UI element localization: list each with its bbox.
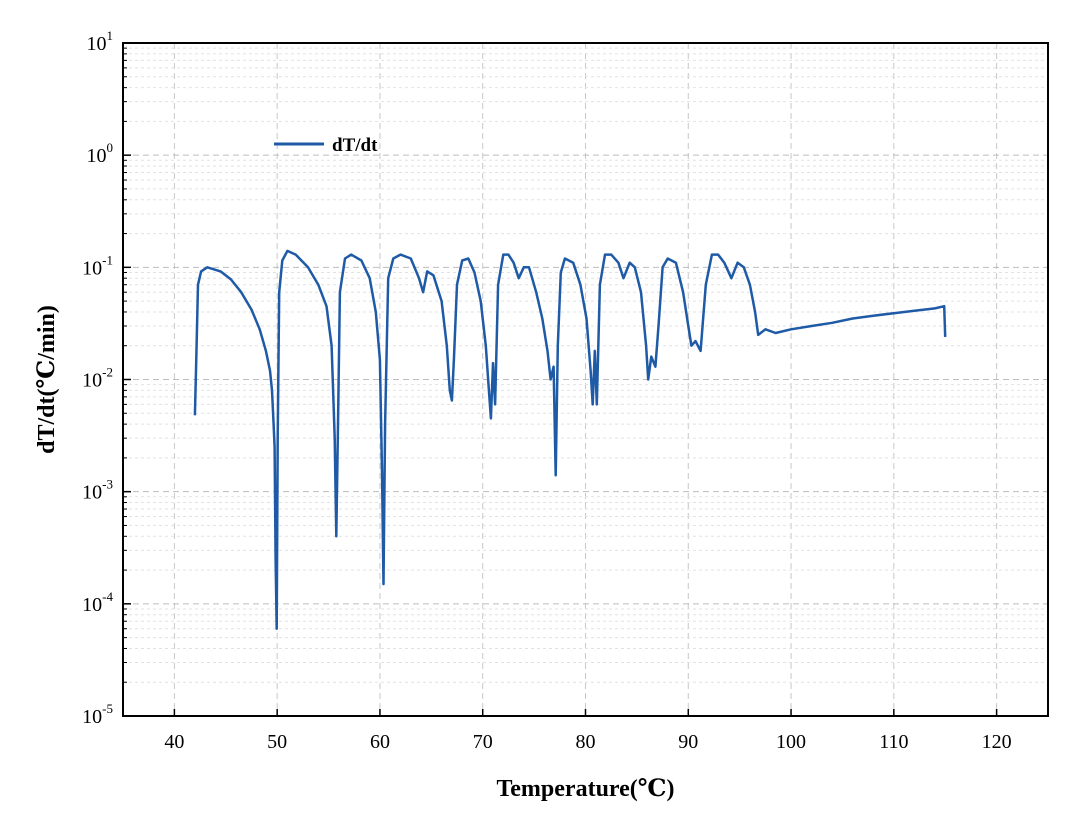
y-tick-label: 100 (87, 140, 114, 167)
x-tick-label: 120 (982, 731, 1012, 753)
y-tick-label: 10-3 (82, 477, 113, 504)
series-layer (193, 249, 947, 630)
grid (123, 43, 1048, 716)
x-tick-label: 100 (776, 731, 806, 753)
legend: dT/dt (274, 135, 378, 156)
x-tick-label: 70 (473, 731, 493, 753)
y-tick-label: 10-4 (82, 589, 113, 616)
y-tick-label: 101 (87, 28, 114, 55)
y-tick-label: 10-2 (82, 365, 113, 392)
x-tick-label: 40 (164, 731, 184, 753)
x-tick-label: 60 (370, 731, 390, 753)
x-tick-label: 90 (678, 731, 698, 753)
x-tick-label: 80 (576, 731, 596, 753)
series-line-0 (193, 249, 947, 630)
y-tick-label: 10-5 (82, 701, 113, 728)
y-axis-title: dT/dt(℃/min) (34, 305, 60, 454)
y-tick-label: 10-1 (82, 252, 113, 279)
x-tick-label: 50 (267, 731, 287, 753)
x-tick-label: 110 (879, 731, 908, 753)
legend-label-dt-dt: dT/dt (332, 135, 378, 156)
x-axis-title: Temperature(℃) (496, 776, 674, 802)
ticks: 40 50 60 70 80 90 100 110 120 10-5 10-4 10-3 10-2 10-… (82, 28, 1011, 753)
